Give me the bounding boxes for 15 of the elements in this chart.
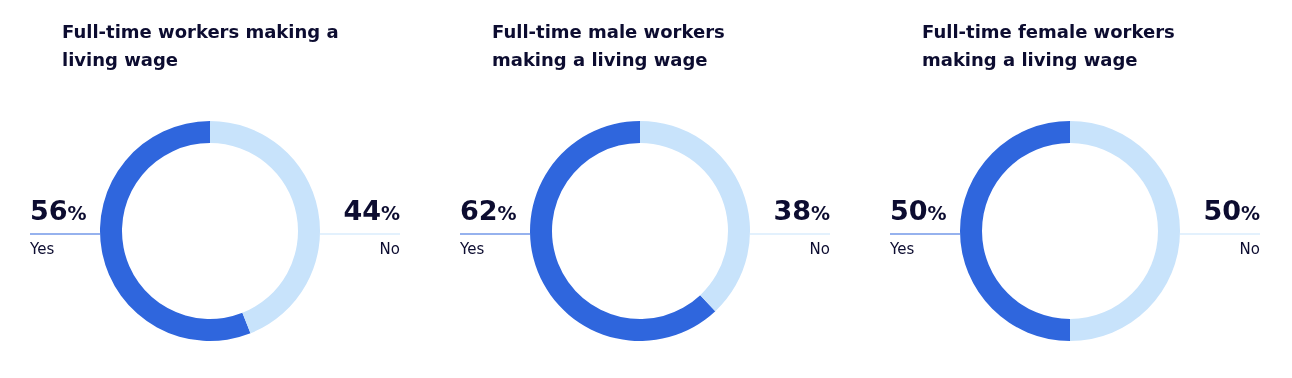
data-label: 50%: [1203, 195, 1260, 226]
slice-label: Yes: [460, 240, 485, 258]
chart-title: Full-time workers making a living wage: [62, 20, 340, 72]
slice-label: No: [379, 240, 400, 258]
data-label: 50%: [890, 195, 947, 226]
data-label: 62%: [460, 195, 517, 226]
chart-title: Full-time female workers making a living wage: [922, 20, 1176, 72]
slice-label: Yes: [30, 240, 55, 258]
data-label: 56%: [30, 195, 87, 226]
slice-label: No: [809, 240, 830, 258]
data-label: 38%: [773, 195, 830, 226]
slice-label: Yes: [890, 240, 915, 258]
chart-title: Full-time male workers making a living wage: [492, 20, 726, 72]
slice-label: No: [1239, 240, 1260, 258]
data-label: 44%: [343, 195, 400, 226]
